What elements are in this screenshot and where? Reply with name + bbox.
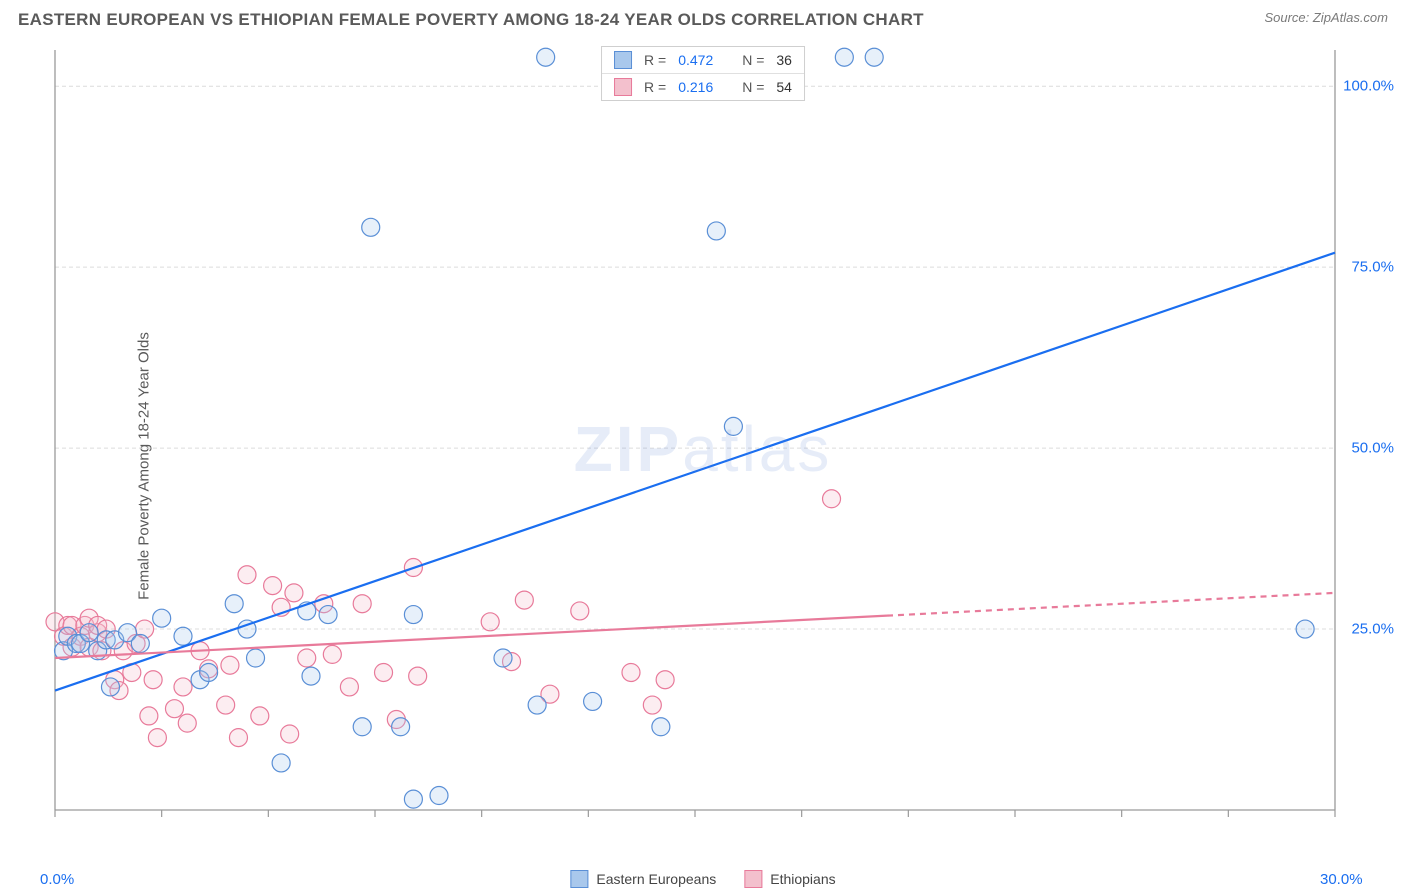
- series-label: Ethiopians: [770, 871, 835, 887]
- x-tick-label: 0.0%: [40, 871, 74, 888]
- source-prefix: Source:: [1264, 10, 1312, 25]
- series-legend: Eastern Europeans Ethiopians: [570, 870, 835, 888]
- correlation-legend: R = 0.472 N = 36 R = 0.216 N = 54: [601, 46, 805, 101]
- n-label: N =: [742, 52, 764, 68]
- n-value: 36: [776, 52, 792, 68]
- r-label: R =: [644, 52, 666, 68]
- correlation-legend-row: R = 0.472 N = 36: [602, 47, 804, 73]
- y-tick-label: 75.0%: [1351, 259, 1394, 276]
- chart-container: Female Poverty Among 18-24 Year Olds ZIP…: [0, 40, 1406, 892]
- n-value: 54: [776, 79, 792, 95]
- x-tick-label: 30.0%: [1320, 871, 1363, 888]
- source-name: ZipAtlas.com: [1313, 10, 1388, 25]
- source-attribution: Source: ZipAtlas.com: [1264, 10, 1388, 25]
- chart-title: EASTERN EUROPEAN VS ETHIOPIAN FEMALE POV…: [18, 10, 924, 30]
- series-legend-item: Ethiopians: [744, 870, 835, 888]
- legend-swatch: [570, 870, 588, 888]
- legend-swatch: [744, 870, 762, 888]
- scatter-chart-svg: [45, 40, 1395, 860]
- y-tick-label: 100.0%: [1343, 78, 1394, 95]
- series-label: Eastern Europeans: [596, 871, 716, 887]
- r-label: R =: [644, 79, 666, 95]
- legend-swatch: [614, 51, 632, 69]
- y-tick-label: 50.0%: [1351, 440, 1394, 457]
- r-value: 0.472: [678, 52, 722, 68]
- n-label: N =: [742, 79, 764, 95]
- series-legend-item: Eastern Europeans: [570, 870, 716, 888]
- correlation-legend-row: R = 0.216 N = 54: [602, 73, 804, 100]
- r-value: 0.216: [678, 79, 722, 95]
- legend-swatch: [614, 78, 632, 96]
- y-tick-label: 25.0%: [1351, 621, 1394, 638]
